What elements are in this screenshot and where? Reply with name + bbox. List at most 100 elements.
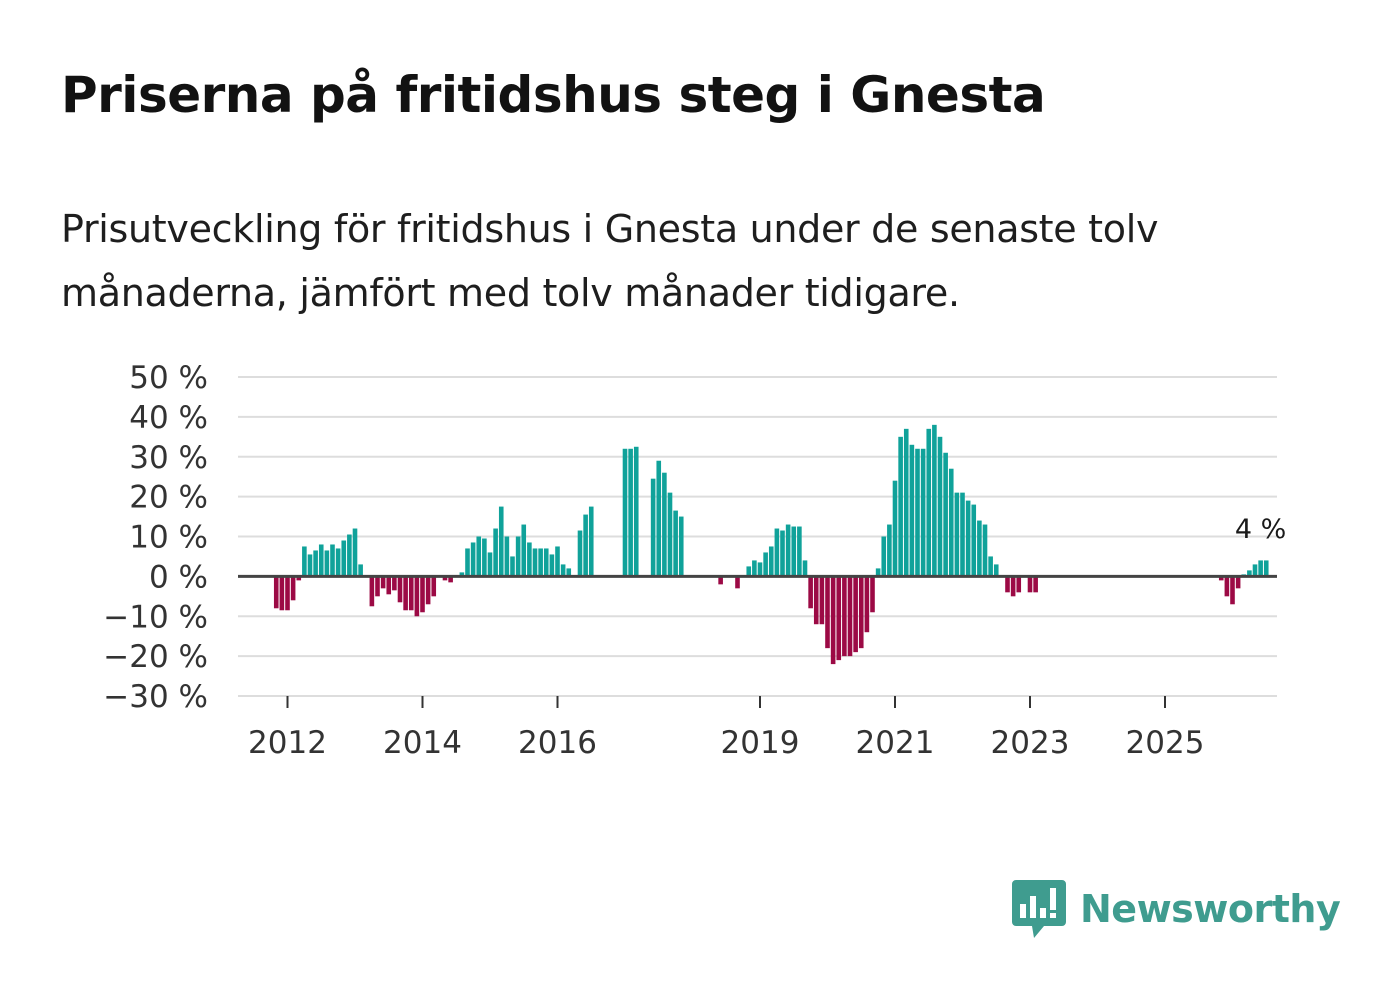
bar [954,492,960,577]
bar [926,428,932,577]
bar [988,556,993,577]
bar [504,536,510,577]
bar [470,542,476,577]
bar [948,468,954,577]
bar [718,576,723,585]
bar [1224,576,1230,597]
x-tick-label: 2016 [518,725,597,761]
bar [937,436,943,577]
bar [1016,576,1022,593]
bar [1247,570,1252,577]
y-tick-label: 0 % [149,559,208,595]
bar [898,436,903,577]
bar [273,576,279,609]
bar [875,568,881,577]
bar [555,546,560,577]
bar [420,576,425,613]
bar [588,506,594,577]
bar [324,550,330,577]
bar [375,576,380,597]
y-tick-label: −10 % [103,599,208,635]
bar [768,546,774,577]
bar [431,576,437,597]
chart-title: Priserna på fritidshus steg i Gnesta [61,66,1046,124]
bar [785,524,791,577]
y-tick-label: 10 % [129,520,208,556]
bar [881,536,887,577]
x-tick-label: 2014 [383,725,462,761]
chart-subtitle: Prisutveckling för fritidshus i Gnesta u… [61,207,1159,315]
bar [442,576,448,581]
bar [279,576,285,611]
bar [830,576,836,665]
bar [853,576,858,653]
bar [971,504,977,577]
bar [965,500,971,577]
y-tick-label: 40 % [129,400,208,436]
bar [819,576,825,625]
y-tick-label: 50 % [129,360,208,396]
bar [493,528,498,577]
y-axis-labels: 50 % 40 % 30 % 20 % 10 %0 % −10 % −20 % −30 % [103,360,208,715]
newsworthy-logo[interactable]: Newsworthy [1010,878,1341,940]
brand-name: Newsworthy [1080,887,1341,931]
bar [560,564,566,577]
bar [662,472,667,577]
bar [1252,564,1258,577]
bar [403,576,408,611]
bar [982,524,988,577]
bar [318,544,324,577]
bar [296,576,302,581]
bar [943,452,948,577]
x-tick-label: 2025 [1126,725,1205,761]
bar [515,536,521,577]
bar [774,528,780,577]
bar [791,526,797,577]
bar [487,552,493,577]
bar [397,576,403,603]
bar [909,444,915,577]
bar [752,560,757,577]
x-axis: 2012 2014 2016 2019 2021 2023 2025 [238,574,1277,761]
bar [425,576,431,605]
bar [746,566,752,577]
bar [313,550,318,577]
bar [628,448,633,577]
newsworthy-chart-icon [1012,880,1066,938]
bar [549,554,555,577]
bar [920,448,926,577]
bar [380,576,386,589]
x-tick-label: 2019 [721,725,800,761]
x-tick-label: 2021 [856,725,935,761]
bar [780,530,785,577]
bar [532,548,538,577]
annotations: 4 % [1235,514,1286,545]
bar [414,576,420,617]
bar [583,514,588,577]
bar [825,576,830,649]
bar [887,524,892,577]
bar [307,554,313,577]
bar [476,536,482,577]
bar [352,528,358,577]
bar [757,562,763,577]
bar [386,576,392,595]
bar [903,428,909,577]
bar [290,576,296,601]
bar [977,520,982,577]
bar [673,510,678,577]
bar [369,576,375,607]
bar [864,576,870,633]
bar [347,534,352,577]
bar [1230,576,1235,605]
bar [1027,576,1033,593]
latest-value-label: 4 % [1235,514,1286,545]
bar [521,524,527,577]
bar [678,516,684,577]
y-tick-label: −30 % [103,679,208,715]
bar [459,572,465,577]
gridlines [238,376,1277,697]
bar [482,538,487,577]
bar [1263,560,1269,577]
